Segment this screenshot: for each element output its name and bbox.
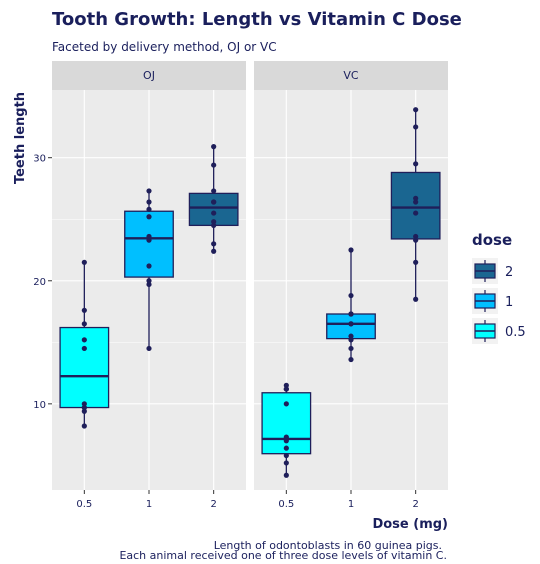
boxplot-oj-dose-2 (188, 144, 239, 254)
data-point (348, 345, 354, 352)
data-point (146, 345, 152, 352)
data-point (348, 311, 354, 317)
data-point (348, 337, 354, 343)
data-point (81, 307, 87, 313)
boxplot-vc-dose-0.5 (261, 382, 312, 478)
data-point (146, 199, 152, 205)
box (390, 171, 441, 240)
data-point (348, 321, 354, 327)
data-point (283, 434, 289, 440)
data-point (413, 259, 419, 265)
legend-key-0-5: 0.5 (472, 318, 526, 344)
caption-line-1: Length of odontoblasts in 60 guinea pigs… (214, 539, 442, 552)
data-point (283, 445, 289, 451)
data-point (81, 337, 87, 343)
data-point (81, 401, 87, 407)
facet-strip (52, 61, 246, 90)
data-point (283, 382, 289, 388)
data-point (146, 278, 152, 284)
data-point (413, 107, 419, 113)
data-point (211, 210, 217, 216)
legend: dose 2 1 0.5 (472, 231, 526, 344)
data-point (211, 248, 217, 254)
data-point (283, 452, 289, 459)
boxplot-oj-dose-0.5 (59, 259, 110, 429)
facet-strip (254, 61, 448, 90)
data-point (413, 124, 419, 130)
data-point (146, 237, 152, 243)
data-point (283, 401, 289, 407)
data-point (146, 206, 152, 212)
data-point (211, 222, 217, 228)
x-tick-label: 2 (210, 499, 216, 510)
data-point (146, 214, 152, 220)
x-axis-label: Dose (mg) (372, 517, 448, 532)
y-tick-label: 20 (33, 277, 46, 288)
data-point (413, 161, 419, 167)
legend-title: dose (472, 231, 512, 249)
data-point (211, 162, 217, 168)
data-point (413, 210, 419, 216)
data-point (413, 199, 419, 205)
data-point (146, 233, 152, 240)
legend-key-2: 2 (472, 258, 513, 284)
facet-panel-vc: VC 0.5 1 2 (254, 61, 448, 510)
data-point (211, 188, 217, 194)
legend-key-1: 1 (472, 288, 513, 314)
data-point (413, 237, 419, 243)
x-tick-label: 1 (348, 499, 354, 510)
legend-entry-label: 1 (505, 295, 513, 310)
x-tick-label: 0.5 (278, 499, 294, 510)
data-point (81, 345, 87, 352)
data-point (211, 241, 217, 247)
y-tick-label: 30 (33, 154, 46, 165)
y-axis-label: Teeth length (13, 92, 28, 184)
facet-panel-oj: OJ 0.5 1 2 (52, 61, 246, 510)
data-point (81, 408, 87, 414)
x-tick-label: 2 (412, 499, 418, 510)
data-point (81, 259, 87, 265)
boxplot-vc-dose-2 (390, 107, 441, 302)
data-point (413, 233, 419, 240)
caption-line-2: Each animal received one of three dose l… (119, 549, 447, 560)
facet-strip-label: VC (343, 69, 359, 82)
x-tick-label: 0.5 (76, 499, 92, 510)
boxplot-vc-dose-1 (326, 247, 376, 363)
facet-strip-label: OJ (143, 69, 155, 82)
data-point (413, 195, 419, 201)
data-point (348, 292, 354, 299)
x-tick-label: 1 (146, 499, 152, 510)
chart-title: Tooth Growth: Length vs Vitamin C Dose (52, 9, 462, 30)
data-point (146, 281, 152, 288)
data-point (211, 199, 217, 205)
data-point (81, 423, 87, 429)
legend-entry-label: 0.5 (505, 325, 526, 340)
data-point (283, 460, 289, 466)
data-point (283, 472, 289, 478)
data-point (81, 404, 87, 411)
facet-panels: OJ 0.5 1 2 VC 0.5 1 2 10 20 30 (33, 61, 448, 510)
data-point (211, 219, 217, 225)
data-point (348, 247, 354, 253)
data-point (81, 321, 87, 327)
boxplot-oj-dose-1 (124, 188, 174, 352)
data-point (211, 144, 217, 150)
chart-subtitle: Faceted by delivery method, OJ or VC (52, 40, 277, 54)
legend-entry-label: 2 (505, 265, 513, 280)
y-tick-label: 10 (33, 400, 46, 411)
data-point (283, 438, 289, 444)
data-point (348, 333, 354, 339)
data-point (413, 296, 419, 302)
data-point (283, 386, 289, 392)
data-point (146, 263, 152, 269)
data-point (146, 188, 152, 194)
data-point (348, 356, 354, 363)
